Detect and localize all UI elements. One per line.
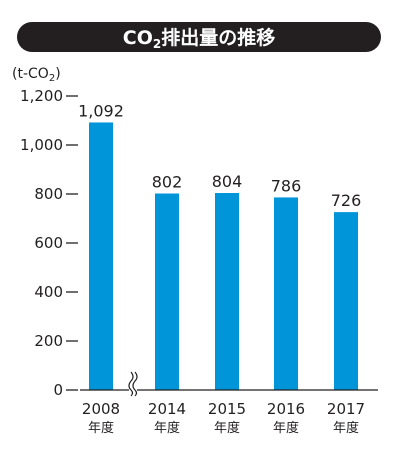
chart-title-main: CO [123, 27, 153, 49]
axis-break-gap [129, 372, 137, 394]
y-tick-label-1,000: 1,000 [20, 136, 63, 154]
category-suffix-2014: 年度 [154, 420, 180, 436]
axis-break-line-left [128, 371, 134, 397]
bar-2014 [155, 193, 179, 390]
axis-break-line-right [132, 371, 138, 397]
y-tick-label-0: 0 [53, 381, 63, 399]
value-labels: 1,092 802 804 786 726 [78, 101, 361, 210]
value-label-2015: 804 [212, 172, 243, 191]
value-label-2016: 786 [271, 176, 302, 195]
y-tick-label-800: 800 [34, 185, 63, 203]
title-banner: CO2排出量の推移 [17, 22, 381, 52]
y-tick-label-200: 200 [34, 332, 63, 350]
bar-2016 [274, 197, 298, 390]
chart-title: CO2排出量の推移 [123, 26, 275, 51]
category-suffix-2015: 年度 [214, 420, 240, 436]
value-label-2017: 726 [331, 191, 362, 210]
chart-title-rest: 排出量の推移 [161, 26, 275, 49]
unit-suffix: ) [55, 66, 60, 82]
category-suffix-2016: 年度 [273, 420, 299, 436]
category-suffix-2008: 年度 [88, 420, 114, 436]
value-label-2008: 1,092 [78, 101, 124, 120]
category-label-2016: 2016 [267, 400, 305, 418]
y-tick-label-600: 600 [34, 234, 63, 252]
y-tick-label-400: 400 [34, 283, 63, 301]
bar-2008 [89, 122, 113, 391]
category-suffix-2017: 年度 [333, 420, 359, 436]
y-axis: 0 200 400 600 800 1,000 1,200 [20, 87, 78, 399]
unit-subscript: 2 [49, 73, 55, 84]
category-label-2015: 2015 [208, 400, 246, 418]
y-tick-label-1,200: 1,200 [20, 87, 63, 105]
category-labels: 2008 年度 2014 年度 2015 年度 2016 年度 2017 年度 [82, 400, 365, 436]
category-label-2017: 2017 [327, 400, 365, 418]
bar-2015 [215, 193, 239, 390]
chart-title-subscript: 2 [153, 37, 161, 51]
y-axis-unit-label: (t-CO2) [12, 66, 61, 84]
value-label-2014: 802 [152, 173, 183, 192]
category-label-2014: 2014 [148, 400, 186, 418]
title-bar [17, 22, 381, 52]
unit-prefix: (t-CO [12, 66, 49, 82]
category-label-2008: 2008 [82, 400, 120, 418]
bars [89, 122, 358, 391]
bar-2017 [334, 212, 358, 390]
axis-break-mark [128, 371, 138, 397]
